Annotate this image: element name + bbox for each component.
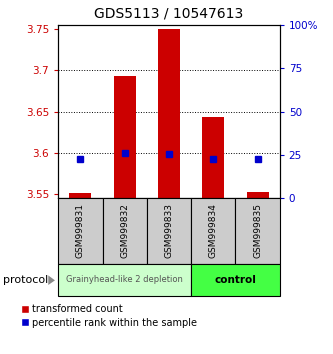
Text: GSM999834: GSM999834: [209, 204, 218, 258]
Bar: [103, 198, 147, 264]
Title: GDS5113 / 10547613: GDS5113 / 10547613: [94, 7, 244, 21]
Bar: [202, 117, 224, 198]
Text: GSM999833: GSM999833: [165, 204, 173, 258]
Text: GSM999832: GSM999832: [120, 204, 129, 258]
Text: GSM999835: GSM999835: [253, 204, 262, 258]
Text: protocol: protocol: [3, 275, 49, 285]
Text: control: control: [214, 275, 256, 285]
Bar: [191, 198, 235, 264]
Bar: [191, 264, 280, 296]
Bar: [69, 193, 92, 198]
Bar: [235, 198, 280, 264]
Text: GSM999831: GSM999831: [76, 204, 85, 258]
Legend: transformed count, percentile rank within the sample: transformed count, percentile rank withi…: [22, 304, 197, 328]
Bar: [114, 76, 136, 198]
Bar: [158, 29, 180, 198]
Polygon shape: [48, 275, 55, 285]
Bar: [246, 193, 269, 198]
Bar: [147, 198, 191, 264]
Bar: [58, 198, 103, 264]
Text: Grainyhead-like 2 depletion: Grainyhead-like 2 depletion: [66, 275, 183, 284]
Bar: [58, 264, 191, 296]
